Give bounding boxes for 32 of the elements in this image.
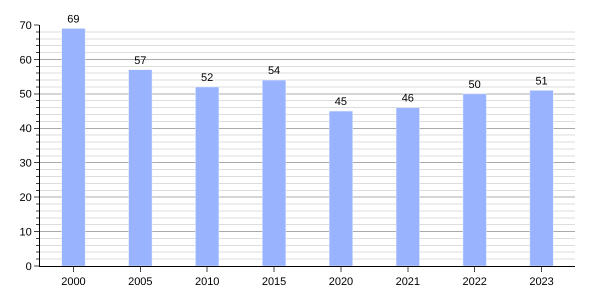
bar bbox=[128, 70, 152, 266]
bar bbox=[195, 86, 220, 266]
y-tick-label: 0 bbox=[26, 260, 32, 273]
y-tick-label: 70 bbox=[20, 20, 32, 32]
x-tick-label: 2015 bbox=[262, 276, 286, 288]
x-tick-label: 2021 bbox=[396, 276, 420, 288]
x-tick-label: 2023 bbox=[529, 276, 554, 288]
y-tick-label: 60 bbox=[20, 54, 32, 66]
y-tick-label: 30 bbox=[20, 158, 32, 170]
x-tick-label: 2020 bbox=[328, 276, 354, 288]
y-tick-label: 10 bbox=[20, 226, 32, 238]
data-label: 45 bbox=[334, 96, 348, 108]
data-label: 54 bbox=[268, 65, 280, 78]
y-tick-label: 40 bbox=[20, 123, 32, 136]
x-tick-label: 2022 bbox=[462, 276, 487, 288]
bar bbox=[328, 110, 353, 266]
bar bbox=[462, 94, 487, 266]
y-tick-label: 20 bbox=[20, 192, 32, 204]
data-label: 52 bbox=[201, 72, 214, 84]
data-label: 50 bbox=[468, 78, 481, 91]
bar bbox=[61, 28, 86, 266]
data-label: 57 bbox=[134, 54, 146, 67]
x-tick-label: 2005 bbox=[128, 276, 153, 288]
x-tick-label: 2000 bbox=[61, 276, 86, 288]
data-label: 51 bbox=[535, 75, 548, 88]
data-label: 69 bbox=[67, 13, 80, 26]
data-label: 46 bbox=[402, 92, 414, 105]
bar bbox=[396, 107, 420, 266]
bar bbox=[530, 90, 554, 266]
y-tick-label: 50 bbox=[20, 88, 32, 101]
bar bbox=[262, 80, 286, 266]
x-tick-label: 2010 bbox=[194, 276, 220, 288]
